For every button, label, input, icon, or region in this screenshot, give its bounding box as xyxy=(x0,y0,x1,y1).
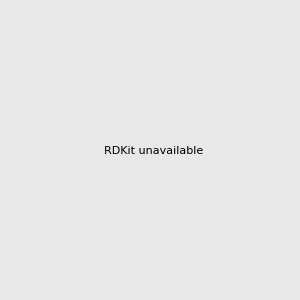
Text: RDKit unavailable: RDKit unavailable xyxy=(104,146,203,157)
